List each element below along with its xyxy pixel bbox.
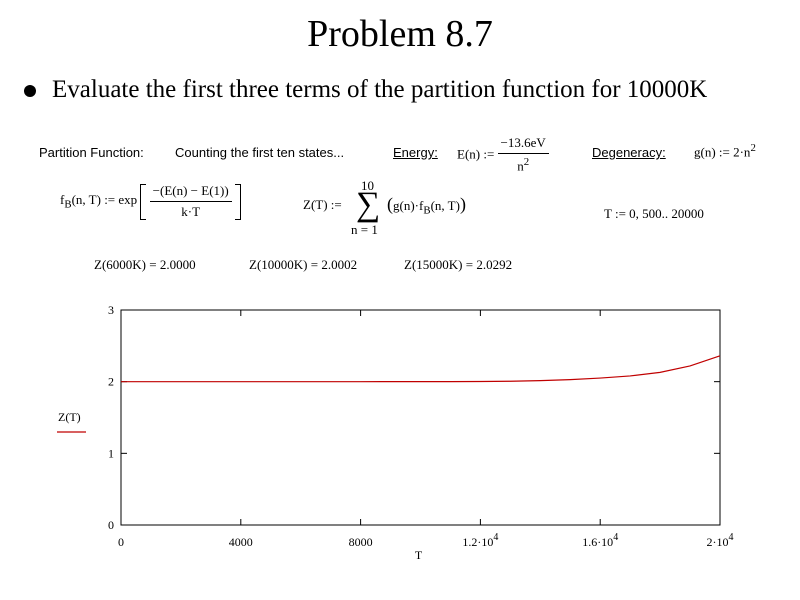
y-axis-label: Z(T): [58, 410, 81, 424]
fb-lhs-subscript: B: [64, 198, 72, 211]
sum-body-post: (n, T): [430, 198, 460, 213]
x-tick-label-mantissa: 2·10: [707, 535, 729, 549]
counting-label: Counting the first ten states...: [175, 145, 345, 160]
y-tick-label: 2: [108, 375, 114, 389]
temperature-range: T := 0, 500.. 20000: [604, 206, 704, 221]
sum-body-pre: g(n)·f: [393, 198, 424, 213]
sum-body: (g(n)·fB(n, T)): [387, 194, 466, 217]
energy-equation: E(n) := −13.6eV n2: [457, 135, 549, 174]
degeneracy-label: Degeneracy:: [592, 145, 666, 160]
partition-function-label: Partition Function:: [39, 145, 144, 160]
x-tick-label-mantissa: 4000: [229, 535, 253, 549]
x-tick-label: 1.6·104: [582, 532, 618, 549]
degeneracy-expression: g(n) := 2·n: [694, 144, 751, 160]
x-tick-label-mantissa: 1.6·10: [582, 535, 613, 549]
energy-fraction: −13.6eV n2: [497, 135, 549, 174]
result-15000k: Z(15000K) = 2.0292: [404, 257, 513, 272]
right-bracket: [234, 183, 241, 220]
y-tick-label: 0: [108, 518, 114, 532]
fb-denominator: k·T: [181, 204, 201, 219]
energy-denominator: n2: [498, 154, 549, 174]
left-bracket: [140, 183, 147, 220]
boltzmann-factor-equation: fB(n, T) := exp −(E(n) − E(1)) k·T: [60, 183, 241, 220]
x-axis-label: T: [415, 548, 423, 562]
energy-denominator-base: n: [517, 158, 524, 174]
x-tick-label: 8000: [349, 535, 373, 549]
x-tick-label-exponent: 4: [613, 532, 618, 543]
x-tick-label-exponent: 4: [729, 532, 734, 543]
fb-lhs-f: f: [60, 192, 65, 208]
energy-denominator-exponent: 2: [523, 156, 530, 168]
chart-lines: [121, 355, 721, 383]
sum-lower-limit: n = 1: [351, 222, 378, 237]
sigma-icon: ∑: [356, 186, 381, 223]
x-tick-label-exponent: 4: [493, 532, 498, 543]
z-lhs: Z(T) :=: [303, 197, 342, 212]
bullet-text: Evaluate the first three terms of the pa…: [52, 76, 708, 103]
x-tick-label-mantissa: 8000: [349, 535, 373, 549]
x-tick-label: 4000: [229, 535, 253, 549]
x-tick-label-mantissa: 1.2·10: [462, 535, 493, 549]
fb-lhs-rest: (n, T) := exp: [71, 192, 138, 208]
y-tick-label: 1: [108, 446, 114, 460]
x-tick-label-mantissa: 0: [118, 535, 124, 549]
plot-area-border: [120, 309, 721, 526]
sum-body-subscript: B: [423, 204, 431, 217]
chart-ticks: [120, 309, 721, 526]
energy-label: Energy:: [393, 145, 438, 160]
result-10000k: Z(10000K) = 2.0002: [249, 257, 358, 272]
degeneracy-exponent: 2: [750, 142, 756, 154]
close-paren-icon: ): [459, 194, 466, 214]
fb-fraction: −(E(n) − E(1)) k·T: [149, 183, 232, 220]
x-tick-label: 2·104: [707, 532, 734, 549]
fb-numerator: −(E(n) − E(1)): [149, 183, 232, 202]
energy-lhs: E(n) :=: [457, 146, 495, 162]
open-paren-icon: (: [387, 194, 393, 214]
degeneracy-equation: g(n) := 2·n2: [694, 142, 756, 160]
sum-upper-limit: 10: [361, 178, 374, 193]
result-6000k: Z(6000K) = 2.0000: [94, 257, 196, 272]
energy-numerator: −13.6eV: [497, 135, 549, 154]
x-tick-label: 0: [118, 535, 124, 549]
series-line: [121, 355, 721, 383]
chart-frame: [120, 309, 721, 526]
x-tick-label: 1.2·104: [462, 532, 498, 549]
page-title: Problem 8.7: [307, 13, 493, 55]
y-tick-label: 3: [108, 303, 114, 317]
bullet-dot-icon: [24, 85, 36, 97]
